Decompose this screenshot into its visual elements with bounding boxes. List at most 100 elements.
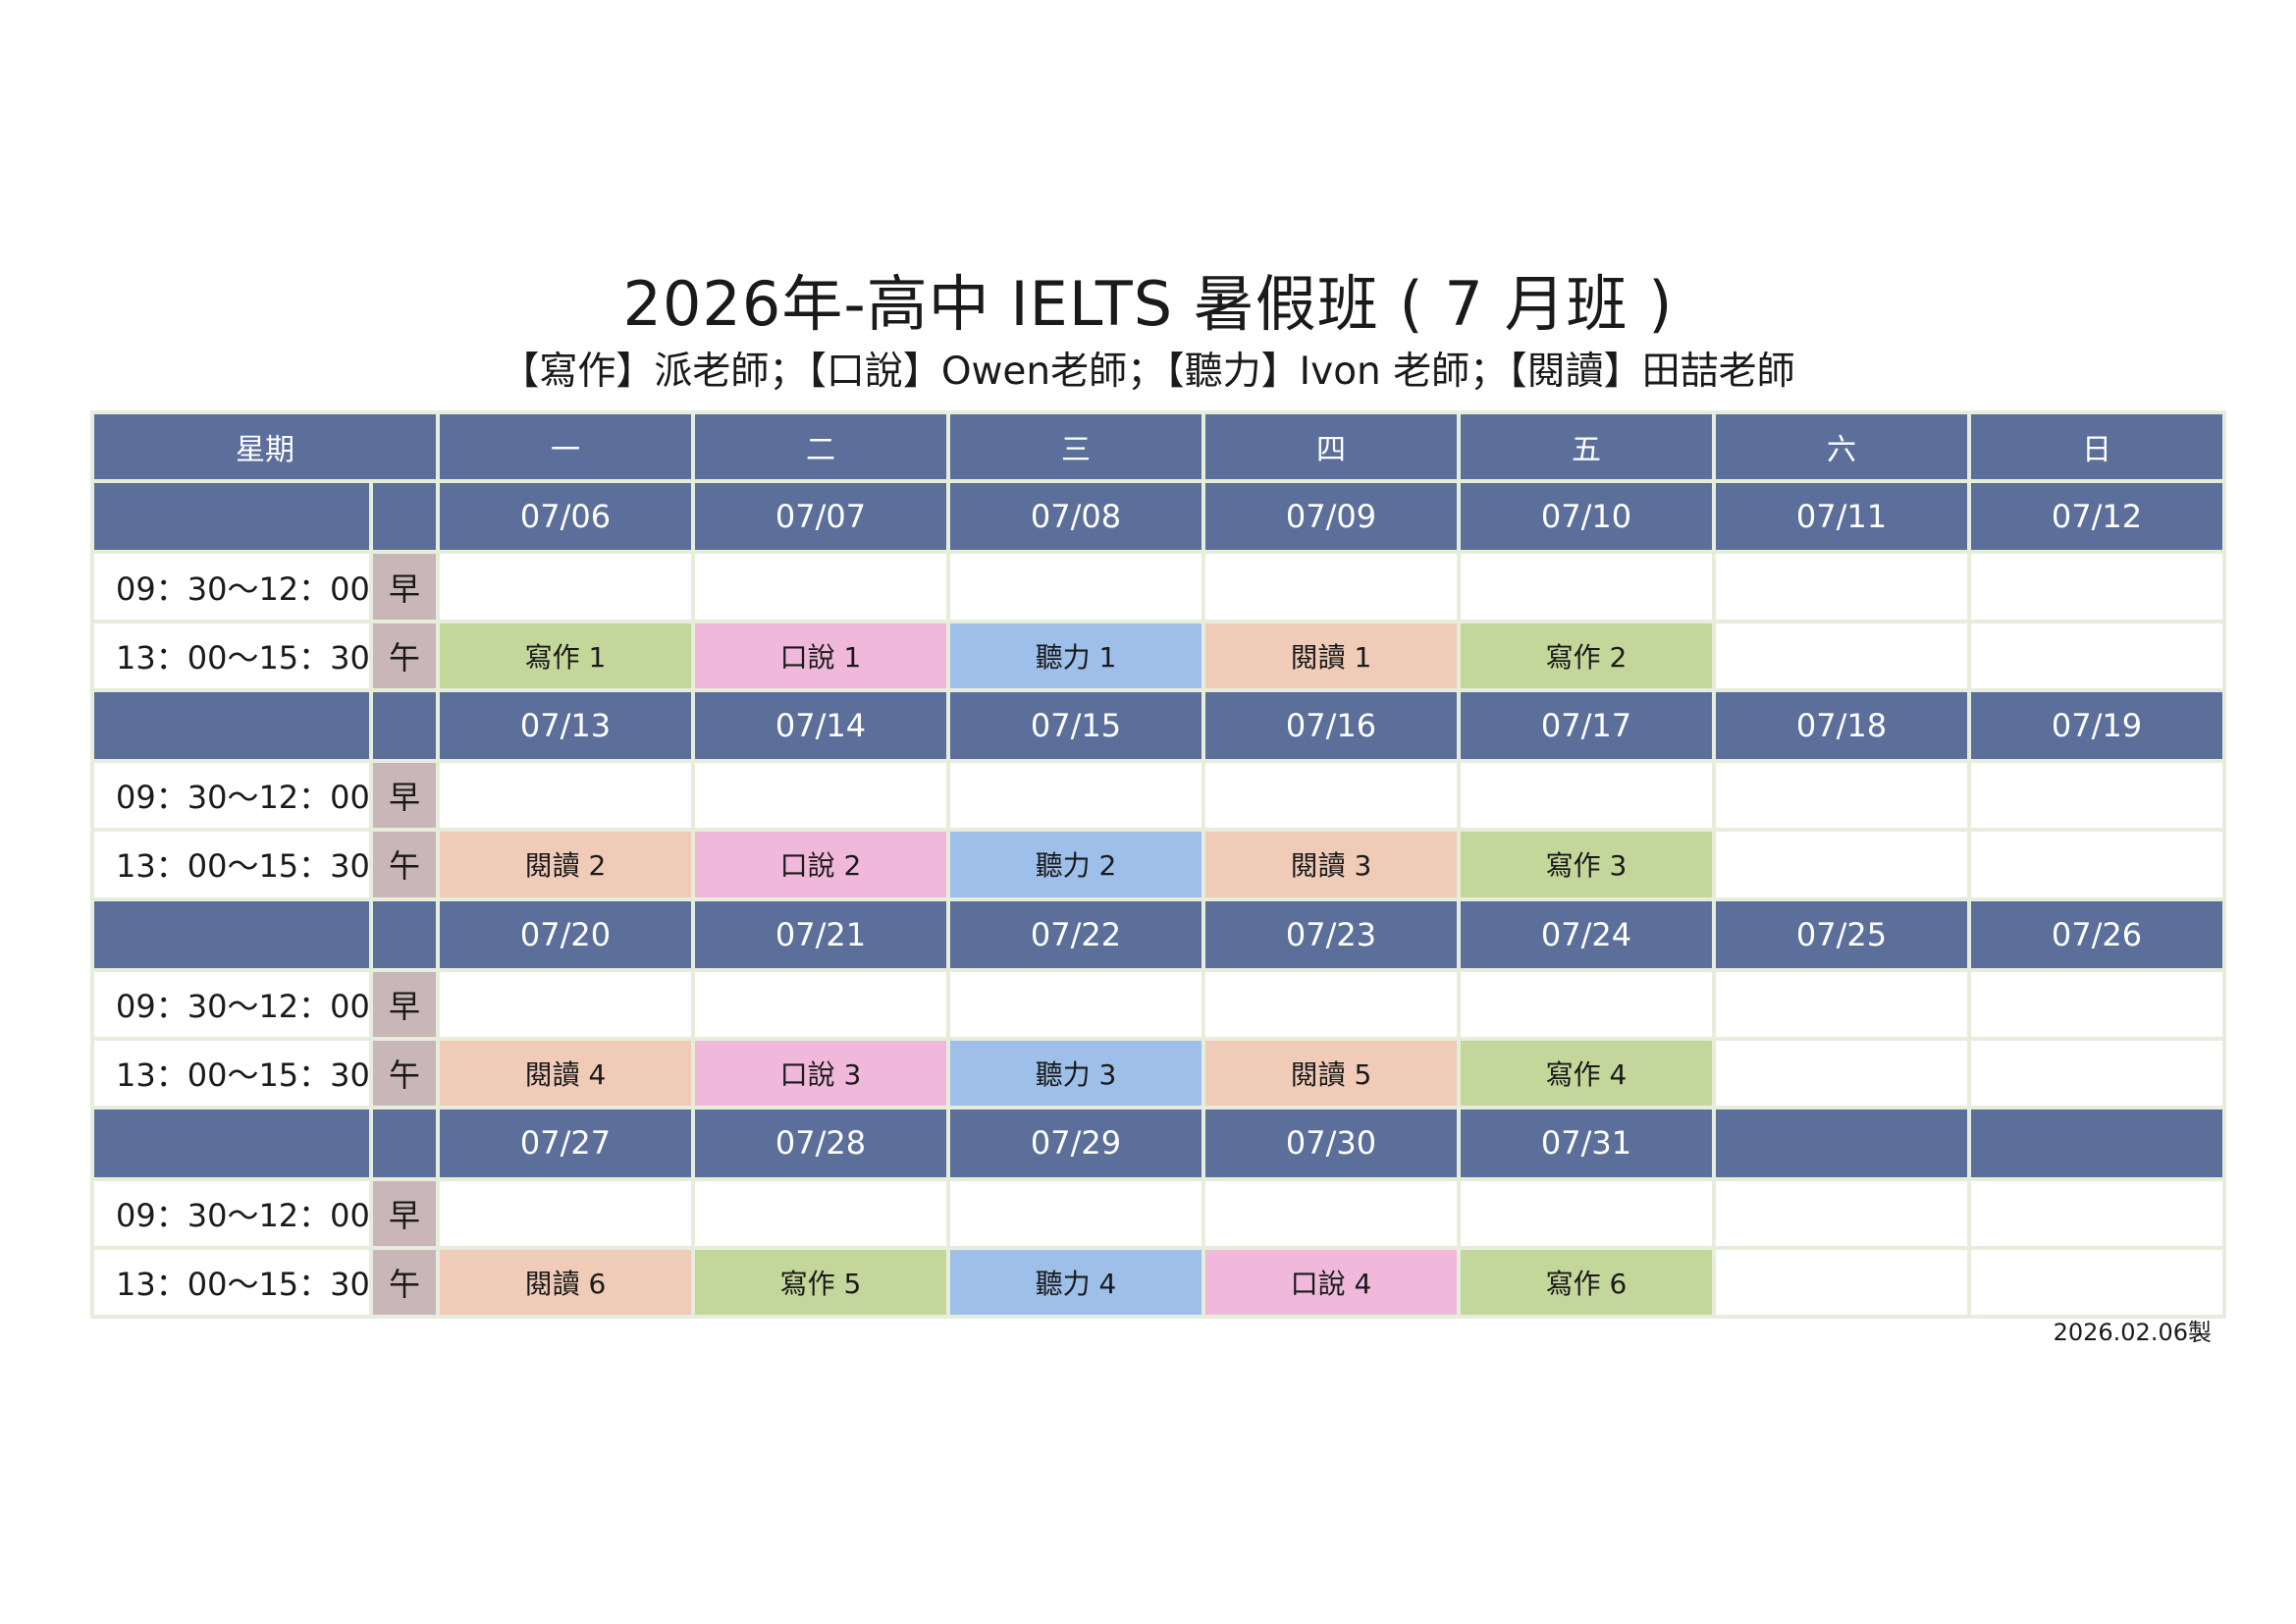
morning-row: 09：30～12：00 早 xyxy=(94,554,2222,619)
date-cell: 07/17 xyxy=(1461,692,1712,759)
morning-class-cell xyxy=(1205,554,1457,619)
morning-class-cell xyxy=(695,763,946,828)
afternoon-label: 午 xyxy=(373,623,436,688)
date-row: 07/13 07/14 07/15 07/16 07/17 07/18 07/19 xyxy=(94,692,2222,759)
morning-class-cell xyxy=(1971,554,2222,619)
weekday-fri: 五 xyxy=(1461,414,1712,479)
afternoon-time: 13：00～15：30 xyxy=(94,832,369,896)
afternoon-class-cell xyxy=(1971,832,2222,896)
morning-class-cell xyxy=(1971,972,2222,1037)
morning-class-cell xyxy=(440,972,691,1037)
afternoon-label: 午 xyxy=(373,1041,436,1106)
page-title: 2026年-高中 IELTS 暑假班 ( 7 月班 ) xyxy=(0,265,2296,344)
afternoon-row: 13：00～15：30 午寫作 1 口說 1 聽力 1 閱讀 1 寫作 2 xyxy=(94,623,2222,688)
morning-class-cell xyxy=(1461,1181,1712,1246)
date-cell: 07/07 xyxy=(695,483,946,550)
morning-label: 早 xyxy=(373,554,436,619)
date-cell: 07/18 xyxy=(1716,692,1967,759)
morning-class-cell xyxy=(1716,554,1967,619)
morning-row: 09：30～12：00 早 xyxy=(94,763,2222,828)
date-row-blank xyxy=(373,901,436,968)
afternoon-class-cell: 聽力 2 xyxy=(950,832,1201,896)
date-cell: 07/24 xyxy=(1461,901,1712,968)
date-cell: 07/28 xyxy=(695,1110,946,1176)
date-row-blank xyxy=(94,901,369,968)
weekday-label: 星期 xyxy=(94,414,436,479)
date-row-blank xyxy=(373,483,436,550)
afternoon-class-cell xyxy=(1716,1041,1967,1106)
afternoon-class-cell: 寫作 4 xyxy=(1461,1041,1712,1106)
afternoon-class-cell: 閱讀 2 xyxy=(440,832,691,896)
morning-class-cell xyxy=(950,554,1201,619)
date-cell: 07/26 xyxy=(1971,901,2222,968)
afternoon-class-cell: 口說 2 xyxy=(695,832,946,896)
morning-time: 09：30～12：00 xyxy=(94,972,369,1037)
morning-class-cell xyxy=(1461,763,1712,828)
date-cell: 07/23 xyxy=(1205,901,1457,968)
date-row-blank xyxy=(94,1110,369,1176)
morning-label: 早 xyxy=(373,972,436,1037)
afternoon-row: 13：00～15：30 午閱讀 2 口說 2 聽力 2 閱讀 3 寫作 3 xyxy=(94,832,2222,896)
afternoon-class-cell: 寫作 5 xyxy=(695,1250,946,1315)
weekday-tue: 二 xyxy=(695,414,946,479)
date-cell: 07/16 xyxy=(1205,692,1457,759)
afternoon-class-cell xyxy=(1716,832,1967,896)
date-cell: 07/12 xyxy=(1971,483,2222,550)
afternoon-class-cell: 聽力 4 xyxy=(950,1250,1201,1315)
afternoon-class-cell xyxy=(1971,1250,2222,1315)
afternoon-label: 午 xyxy=(373,1250,436,1315)
date-row: 07/06 07/07 07/08 07/09 07/10 07/11 07/12 xyxy=(94,483,2222,550)
afternoon-class-cell: 閱讀 3 xyxy=(1205,832,1457,896)
weekday-thu: 四 xyxy=(1205,414,1457,479)
date-cell: 07/20 xyxy=(440,901,691,968)
morning-class-cell xyxy=(1205,763,1457,828)
date-row: 07/20 07/21 07/22 07/23 07/24 07/25 07/26 xyxy=(94,901,2222,968)
afternoon-class-cell: 寫作 3 xyxy=(1461,832,1712,896)
morning-row: 09：30～12：00 早 xyxy=(94,1181,2222,1246)
teacher-list: 【寫作】派老師；【口說】Owen老師；【聽力】Ivon 老師；【閱讀】田喆老師 xyxy=(0,346,2296,399)
morning-class-cell xyxy=(440,554,691,619)
morning-time: 09：30～12：00 xyxy=(94,554,369,619)
weekday-sat: 六 xyxy=(1716,414,1967,479)
date-cell xyxy=(1716,1110,1967,1176)
date-cell: 07/19 xyxy=(1971,692,2222,759)
date-row-blank xyxy=(373,1110,436,1176)
morning-class-cell xyxy=(695,554,946,619)
afternoon-class-cell: 口說 3 xyxy=(695,1041,946,1106)
weekday-sun: 日 xyxy=(1971,414,2222,479)
morning-class-cell xyxy=(695,1181,946,1246)
morning-class-cell xyxy=(1205,972,1457,1037)
made-date: 2026.02.06製 xyxy=(2054,1316,2212,1349)
morning-label: 早 xyxy=(373,1181,436,1246)
weekday-header-row: 星期 一 二 三 四 五 六 日 xyxy=(94,414,2222,479)
date-cell: 07/08 xyxy=(950,483,1201,550)
morning-class-cell xyxy=(1971,763,2222,828)
date-row-blank xyxy=(94,692,369,759)
morning-time: 09：30～12：00 xyxy=(94,763,369,828)
date-cell: 07/29 xyxy=(950,1110,1201,1176)
afternoon-class-cell: 口說 1 xyxy=(695,623,946,688)
date-cell: 07/09 xyxy=(1205,483,1457,550)
afternoon-class-cell: 閱讀 5 xyxy=(1205,1041,1457,1106)
afternoon-class-cell: 閱讀 1 xyxy=(1205,623,1457,688)
morning-class-cell xyxy=(440,1181,691,1246)
afternoon-class-cell: 寫作 6 xyxy=(1461,1250,1712,1315)
date-row: 07/27 07/28 07/29 07/30 07/31 xyxy=(94,1110,2222,1176)
afternoon-class-cell: 聽力 1 xyxy=(950,623,1201,688)
morning-row: 09：30～12：00 早 xyxy=(94,972,2222,1037)
date-cell: 07/15 xyxy=(950,692,1201,759)
date-cell: 07/13 xyxy=(440,692,691,759)
date-cell: 07/27 xyxy=(440,1110,691,1176)
morning-label: 早 xyxy=(373,763,436,828)
morning-class-cell xyxy=(1716,972,1967,1037)
date-cell: 07/21 xyxy=(695,901,946,968)
morning-class-cell xyxy=(440,763,691,828)
morning-class-cell xyxy=(1461,972,1712,1037)
afternoon-class-cell: 閱讀 6 xyxy=(440,1250,691,1315)
afternoon-label: 午 xyxy=(373,832,436,896)
afternoon-class-cell: 寫作 2 xyxy=(1461,623,1712,688)
morning-class-cell xyxy=(1716,1181,1967,1246)
date-cell: 07/14 xyxy=(695,692,946,759)
date-cell: 07/06 xyxy=(440,483,691,550)
morning-class-cell xyxy=(1971,1181,2222,1246)
